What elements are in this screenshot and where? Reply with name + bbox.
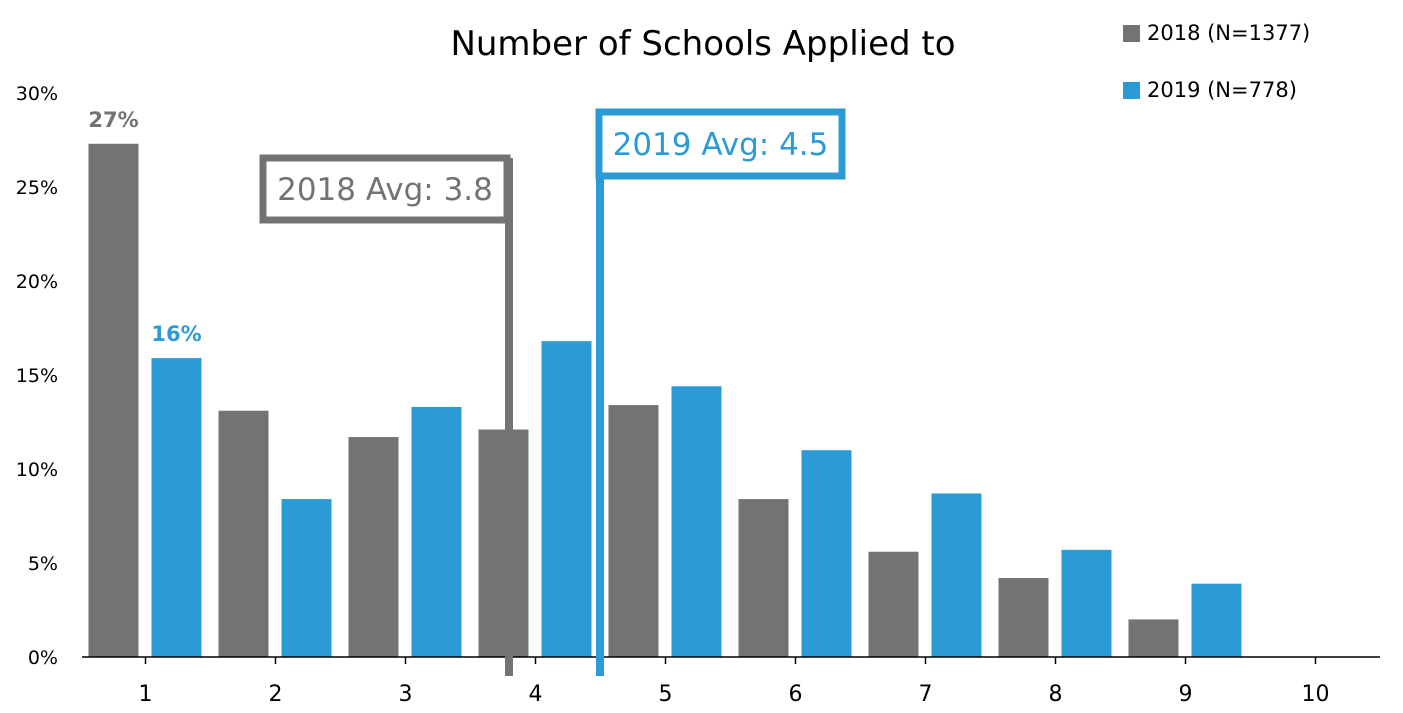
bar-2018-1 (88, 143, 139, 657)
avg-callout-label-2018: 2018 Avg: 3.8 (277, 172, 493, 208)
x-tick-label: 5 (659, 682, 673, 707)
bar-2019-3 (411, 406, 462, 657)
x-tick-label: 2 (269, 682, 283, 707)
x-tick-label: 8 (1049, 682, 1063, 707)
legend-swatch-2018 (1123, 25, 1140, 42)
x-tick-label: 9 (1179, 682, 1193, 707)
y-tick-label: 30% (16, 83, 58, 105)
bar-2019-1 (151, 358, 202, 657)
y-tick-label: 0% (28, 647, 58, 669)
data-label: 27% (88, 108, 138, 132)
x-tick-label: 1 (139, 682, 153, 707)
bar-2019-9 (1191, 583, 1242, 657)
bar-2018-4 (478, 429, 529, 657)
annotations: 2018 Avg: 3.8 2019 Avg: 4.5 (259, 108, 846, 676)
bar-2018-6 (738, 499, 789, 657)
bar-2019-2 (281, 499, 332, 657)
bars (88, 143, 1242, 657)
chart-title: Number of Schools Applied to (450, 24, 955, 64)
bar-2018-3 (348, 437, 399, 657)
y-tick-label: 10% (16, 459, 58, 481)
bar-2018-7 (868, 551, 919, 657)
data-label: 16% (151, 322, 201, 346)
legend-label-2019: 2019 (N=778) (1147, 78, 1297, 102)
x-tick-label: 4 (529, 682, 543, 707)
y-tick-label: 15% (16, 365, 58, 387)
bar-2019-5 (671, 386, 722, 657)
bar-2019-6 (801, 450, 852, 657)
bar-2018-8 (998, 578, 1049, 657)
y-tick-label: 20% (16, 271, 58, 293)
bar-2019-8 (1061, 549, 1112, 657)
legend: 2018 (N=1377) 2019 (N=778) (1123, 21, 1310, 102)
x-tick-label: 6 (789, 682, 803, 707)
bar-2018-2 (218, 410, 269, 657)
x-tick-label: 3 (399, 682, 413, 707)
x-tick-label: 7 (919, 682, 933, 707)
legend-label-2018: 2018 (N=1377) (1147, 21, 1310, 45)
avg-callout-box-2018 (259, 154, 511, 224)
legend-swatch-2019 (1123, 82, 1140, 99)
bar-2019-4 (541, 341, 592, 657)
y-tick-label: 5% (28, 553, 58, 575)
bar-2018-5 (608, 405, 659, 657)
bar-2018-9 (1128, 619, 1179, 657)
data-labels: 27% 16% (88, 108, 201, 346)
avg-callout-box-2019 (595, 108, 846, 180)
y-tick-label: 25% (16, 177, 58, 199)
avg-callout-label-2019: 2019 Avg: 4.5 (613, 127, 829, 163)
x-axis: 1 2 3 4 5 6 7 8 9 10 (82, 656, 1380, 707)
x-tick-label: 10 (1302, 682, 1330, 707)
bar-2019-7 (931, 493, 982, 657)
y-axis: 0% 5% 10% 15% 20% 25% 30% (16, 83, 58, 669)
